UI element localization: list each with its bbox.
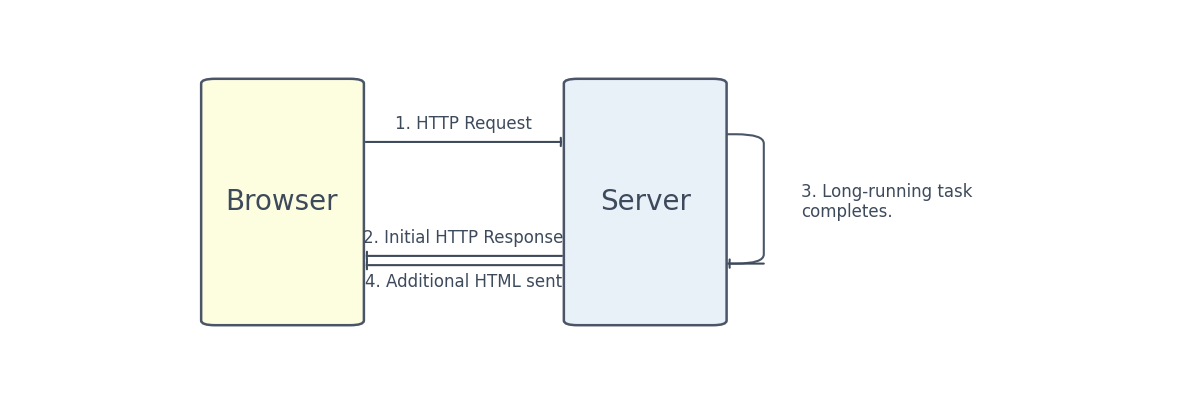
Text: 1. HTTP Request: 1. HTTP Request	[395, 115, 532, 133]
Text: Browser: Browser	[226, 188, 338, 216]
Text: 2. Initial HTTP Response: 2. Initial HTTP Response	[364, 229, 564, 247]
Text: 3. Long-running task
completes.: 3. Long-running task completes.	[802, 182, 972, 222]
FancyBboxPatch shape	[202, 79, 364, 325]
Text: 4. Additional HTML sent: 4. Additional HTML sent	[365, 274, 562, 292]
FancyBboxPatch shape	[564, 79, 727, 325]
Text: Server: Server	[600, 188, 691, 216]
